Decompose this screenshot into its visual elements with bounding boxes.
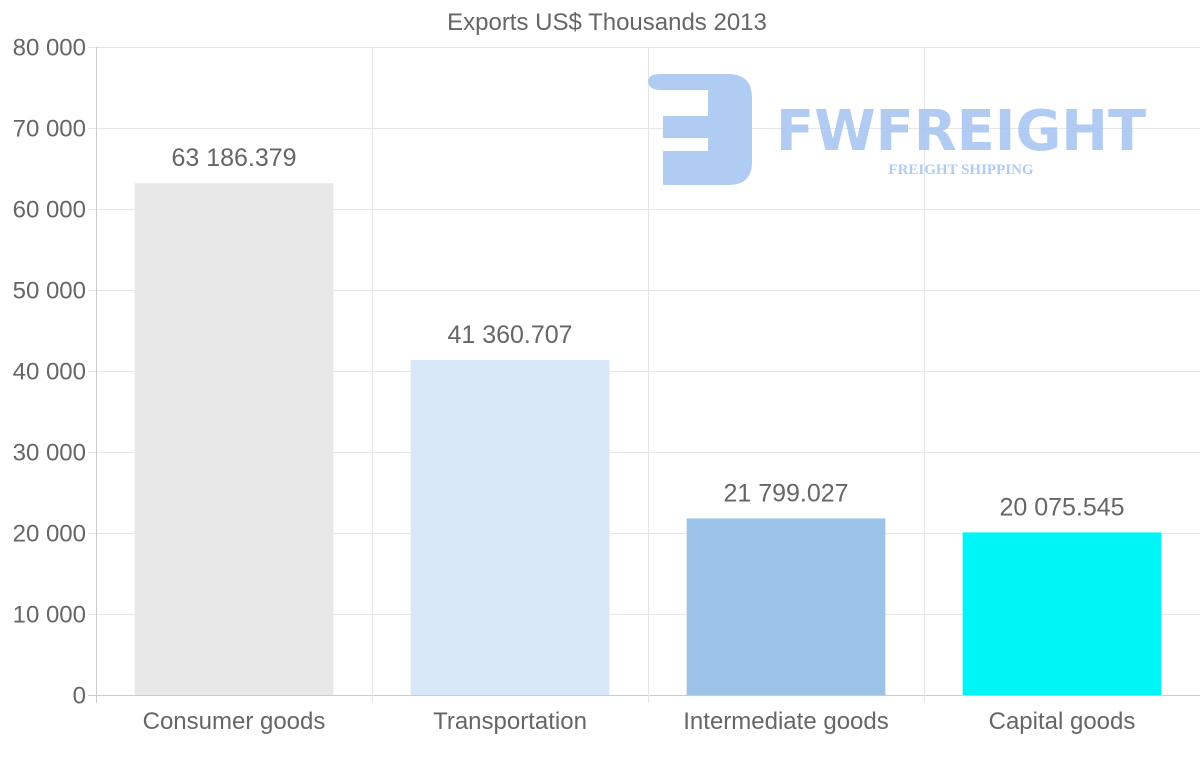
data-label: 63 186.379	[171, 144, 296, 172]
y-tick-label: 60 000	[13, 197, 86, 224]
x-tick-label: Consumer goods	[143, 708, 326, 735]
bar-capital-goods	[962, 532, 1162, 695]
bar-consumer-goods	[134, 183, 334, 696]
x-tick-label: Transportation	[433, 708, 587, 735]
chart-title: Exports US$ Thousands 2013	[447, 9, 767, 36]
labels: 0 10 000 20 000 30 000 40 000 50 000 60 000 70 …	[13, 35, 1136, 736]
y-tick-label: 50 000	[13, 278, 86, 305]
y-tick-label: 30 000	[13, 440, 86, 467]
logo-mark-icon	[648, 74, 752, 185]
y-tick-label: 80 000	[13, 35, 86, 62]
bar-intermediate-goods	[686, 518, 886, 695]
logo-tagline-text: FREIGHT SHIPPING	[888, 162, 1033, 178]
y-tick-label: 10 000	[13, 602, 86, 629]
x-tick-label: Intermediate goods	[683, 708, 888, 735]
bars	[134, 183, 1162, 696]
logo-brand-text: FWFREIGHT	[776, 99, 1146, 164]
data-label: 20 075.545	[999, 493, 1124, 521]
y-tick-label: 40 000	[13, 359, 86, 386]
data-label: 41 360.707	[447, 321, 572, 349]
bar-transportation	[410, 359, 610, 695]
data-label: 21 799.027	[723, 479, 848, 507]
y-tick-label: 20 000	[13, 521, 86, 548]
y-tick-label: 70 000	[13, 116, 86, 143]
fwfreight-logo-watermark: FWFREIGHT FREIGHT SHIPPING	[648, 74, 1146, 185]
x-tick-label: Capital goods	[989, 708, 1136, 735]
y-tick-label: 0	[73, 683, 86, 710]
